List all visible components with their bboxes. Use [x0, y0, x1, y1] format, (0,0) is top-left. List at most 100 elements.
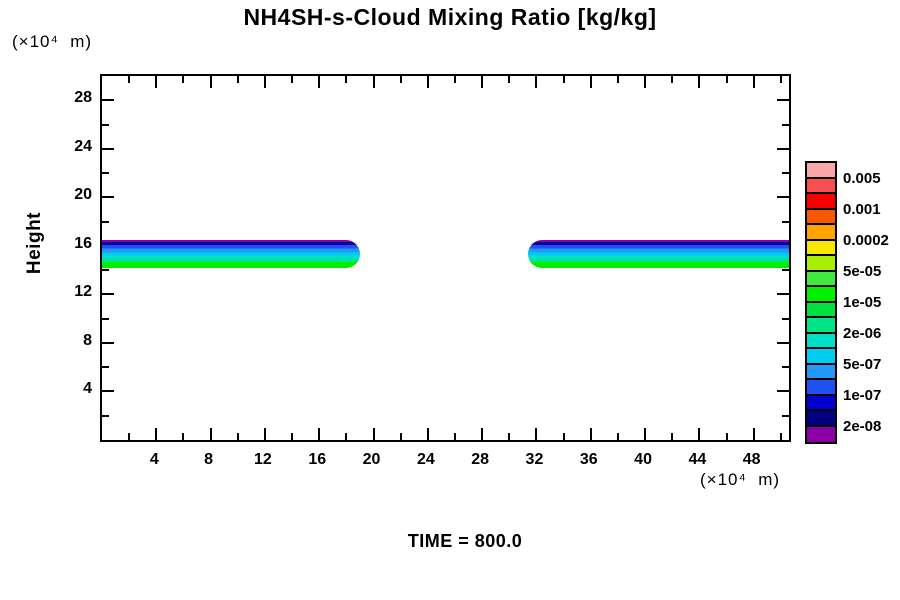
colorbar-step [807, 411, 835, 427]
y-minor-tick [102, 269, 109, 272]
y-minor-tick [102, 366, 109, 369]
colorbar-step [807, 240, 835, 256]
x-minor-tick [779, 433, 782, 440]
y-major-tick-right [777, 99, 789, 102]
y-tick-label: 12 [74, 283, 92, 301]
y-minor-tick [102, 317, 109, 320]
x-minor-tick-top [562, 76, 565, 83]
x-minor-tick-top [291, 76, 294, 83]
x-tick-label: 32 [525, 451, 544, 468]
colorbar-step [807, 256, 835, 272]
x-minor-tick [454, 433, 456, 440]
x-major-tick [481, 428, 484, 440]
y-major-tick [102, 196, 114, 199]
y-major-tick-right [777, 341, 789, 344]
x-tick-label: 40 [634, 451, 652, 468]
x-minor-tick-top [128, 76, 131, 83]
left-cloud-band [102, 240, 360, 268]
y-minor-tick [102, 414, 109, 417]
x-major-tick-top [535, 76, 538, 88]
x-tick-label: 44 [688, 451, 707, 468]
x-tick-label: 12 [254, 451, 272, 468]
x-major-tick [698, 428, 701, 440]
x-major-tick [426, 428, 429, 440]
x-minor-tick [508, 433, 511, 440]
x-major-tick [318, 428, 321, 440]
x-major-tick [535, 428, 538, 440]
x-major-tick [263, 428, 266, 440]
y-minor-tick-right [782, 317, 789, 320]
x-axis-unit-label: (×10⁴ m) [700, 470, 781, 489]
colorbar-step [807, 380, 835, 396]
y-tick-label: 24 [74, 137, 92, 155]
x-tick-label: 36 [579, 451, 598, 468]
colorbar-step [807, 426, 835, 442]
x-minor-tick-top [725, 76, 728, 83]
y-minor-tick [102, 172, 109, 175]
y-major-tick [102, 390, 114, 393]
y-axis-unit-label: (×10⁴ m) [12, 32, 93, 51]
y-minor-tick-right [782, 220, 789, 223]
y-minor-tick-right [782, 366, 789, 369]
x-major-tick [155, 428, 158, 440]
colorbar-step [807, 163, 835, 179]
x-major-tick-top [372, 76, 375, 88]
y-minor-tick [102, 220, 109, 223]
colorbar-step [807, 209, 835, 225]
x-major-tick [589, 428, 592, 440]
colorbar-step [807, 333, 835, 349]
colorbar-label: 0.005 [843, 169, 881, 187]
y-minor-tick-right [782, 172, 789, 175]
colorbar-step [807, 194, 835, 210]
x-major-tick [372, 428, 375, 440]
y-tick-label: 4 [83, 380, 92, 398]
x-major-tick-top [155, 76, 158, 88]
y-tick-label: 28 [74, 89, 92, 107]
y-minor-tick-right [782, 269, 789, 272]
x-major-tick-top [481, 76, 484, 88]
x-tick-label: 48 [742, 451, 761, 468]
x-minor-tick [616, 433, 619, 440]
colorbar-step [807, 318, 835, 334]
y-minor-tick [102, 123, 109, 126]
x-major-tick [644, 428, 647, 440]
x-minor-tick [291, 433, 294, 440]
colorbar-step [807, 178, 835, 194]
colorbar-label: 1e-07 [843, 386, 882, 404]
colorbar-step [807, 395, 835, 411]
x-tick-label: 28 [471, 451, 490, 468]
x-tick-label: 4 [149, 451, 159, 468]
colorbar-step [807, 302, 835, 318]
colorbar-label: 0.0002 [843, 231, 889, 249]
x-major-tick-top [209, 76, 212, 88]
colorbar-label: 2e-08 [843, 417, 882, 435]
y-major-tick-right [777, 293, 789, 296]
colorbar-step [807, 287, 835, 303]
y-minor-tick-right [782, 123, 789, 126]
x-minor-tick [345, 433, 348, 440]
chart-title: NH4SH-s-Cloud Mixing Ratio [kg/kg] [243, 4, 657, 30]
y-tick-label: 16 [74, 234, 92, 252]
y-tick-label: 8 [83, 331, 92, 349]
x-minor-tick-top [182, 76, 185, 83]
x-major-tick-top [698, 76, 701, 88]
x-major-tick-top [426, 76, 429, 88]
x-minor-tick [399, 433, 402, 440]
time-annotation: TIME = 800.0 [407, 531, 523, 551]
x-minor-tick-top [399, 76, 402, 83]
plot-frame [100, 74, 791, 442]
x-major-tick-top [318, 76, 321, 88]
x-minor-tick-top [671, 76, 674, 83]
x-minor-tick-top [779, 76, 782, 83]
y-major-tick [102, 99, 114, 102]
colorbar-step [807, 271, 835, 287]
x-minor-tick [725, 433, 728, 440]
x-minor-tick [128, 433, 131, 440]
x-major-tick-top [644, 76, 647, 88]
y-major-tick [102, 147, 114, 150]
colorbar-step [807, 349, 835, 365]
x-minor-tick-top [454, 76, 456, 83]
colorbar-label: 5e-05 [843, 262, 882, 280]
x-tick-label: 24 [416, 451, 435, 468]
x-major-tick-top [589, 76, 592, 88]
